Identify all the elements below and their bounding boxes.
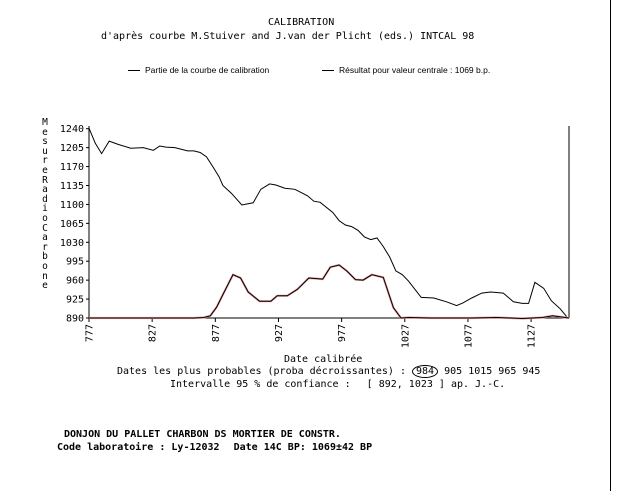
- y-tick-label: 1030: [60, 238, 84, 249]
- legend-label-1: Partie de la courbe de calibration: [145, 65, 270, 75]
- y-tick-label: 1065: [60, 219, 84, 230]
- legend-label-2: Résultat pour valeur centrale : 1069 b.p…: [339, 65, 491, 75]
- site-name: DONJON DU PALLET CHARBON DS MORTIER DE C…: [64, 429, 341, 440]
- lab-code: Ly-12032: [171, 442, 220, 453]
- y-tick-label: 1170: [60, 162, 84, 173]
- y-tick-label: 890: [66, 314, 84, 325]
- x-tick-label: 827: [148, 324, 159, 342]
- page-right-border: [610, 0, 611, 491]
- probable-dates-line: Dates les plus probables (proba décroiss…: [117, 365, 541, 378]
- interval-label: Intervalle 95 % de confiance :: [170, 379, 351, 390]
- probable-dates-label: Dates les plus probables (proba décroiss…: [117, 366, 406, 377]
- probable-date-circled: 984: [412, 365, 439, 378]
- x-tick-label: 977: [337, 324, 348, 342]
- chart-source: d'après courbe M.Stuiver and J.van der P…: [101, 31, 475, 42]
- chart-title: CALIBRATION: [268, 17, 335, 28]
- probable-dates-rest: 905 1015 965 945: [444, 366, 541, 377]
- probability-curve-halo: [89, 263, 570, 320]
- probability-curve-line: [89, 264, 570, 320]
- date-14c-value: 1069±42 BP: [311, 442, 373, 453]
- x-tick-label: 877: [211, 324, 222, 342]
- y-tick-label: 960: [66, 276, 84, 287]
- y-axis-label: Mesure Radio Carbone: [42, 117, 48, 292]
- y-tick-label: 1205: [60, 143, 84, 154]
- x-tick-label: 1027: [400, 324, 411, 348]
- y-tick-label: 995: [66, 257, 84, 268]
- x-tick-label: 1127: [527, 324, 538, 348]
- legend-swatch-2: [322, 70, 334, 71]
- confidence-interval-line: Intervalle 95 % de confiance : [ 892, 10…: [170, 379, 505, 390]
- date-14c-label: Date 14C BP:: [233, 442, 306, 453]
- lab-info-line: Code laboratoire : Ly-12032 Date 14C BP:…: [57, 442, 372, 453]
- legend-swatch-1: [128, 70, 140, 71]
- x-axis-label: Date calibrée: [284, 354, 363, 365]
- lab-code-label: Code laboratoire :: [57, 442, 166, 453]
- y-tick-label: 1135: [60, 181, 84, 192]
- interval-value: [ 892, 1023 ] ap. J.-C.: [366, 379, 506, 390]
- x-tick-label: 777: [85, 324, 96, 342]
- y-tick-label: 925: [66, 295, 84, 306]
- y-tick-label: 1240: [60, 124, 84, 135]
- calibration-curve-line: [88, 128, 567, 317]
- x-tick-label: 1077: [463, 324, 474, 348]
- x-tick-label: 927: [274, 324, 285, 342]
- y-tick-label: 1100: [60, 200, 84, 211]
